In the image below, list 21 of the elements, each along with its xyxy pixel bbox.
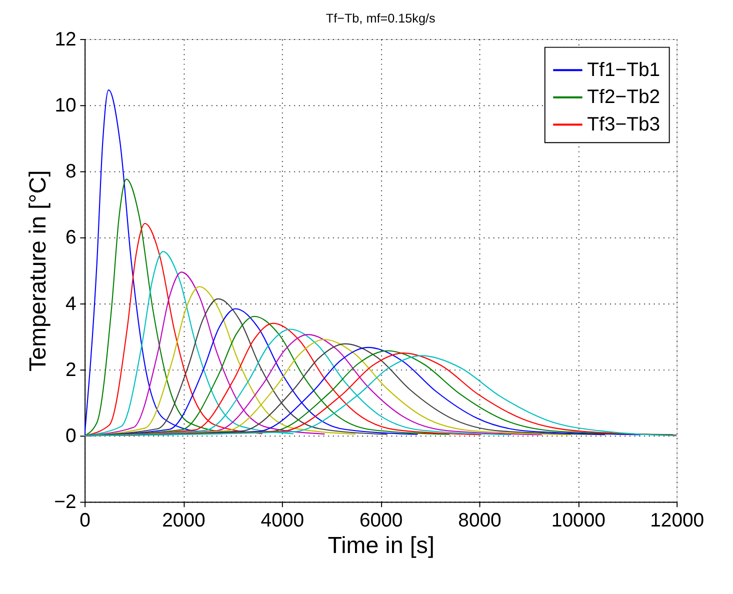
legend-label: Tf3−Tb3 [587, 113, 660, 136]
x-tick-label: 2000 [162, 510, 206, 532]
y-tick-label: 10 [54, 94, 76, 116]
x-axis-title: Time in [s] [328, 532, 434, 558]
chart-title: Tf−Tb, mf=0.15kg/s [326, 12, 436, 26]
y-tick-label: 0 [66, 425, 76, 447]
x-tick-label: 0 [80, 510, 91, 532]
x-tick-label: 10000 [551, 510, 606, 532]
y-tick-label: 6 [66, 226, 76, 249]
y-tick-label: −2 [54, 491, 76, 514]
x-tick-label: 8000 [458, 510, 502, 532]
legend-label: Tf2−Tb2 [587, 86, 660, 108]
y-axis-title: Temperature in [°C] [24, 170, 50, 372]
y-tick-label: 12 [54, 28, 76, 50]
y-tick-label: 4 [66, 292, 76, 315]
y-tick-label: 2 [66, 358, 76, 381]
x-tick-label: 4000 [260, 510, 304, 532]
x-tick-label: 12000 [650, 510, 704, 532]
y-tick-label: 8 [66, 160, 76, 183]
legend-label: Tf1−Tb1 [587, 58, 660, 81]
x-tick-label: 6000 [359, 510, 403, 532]
